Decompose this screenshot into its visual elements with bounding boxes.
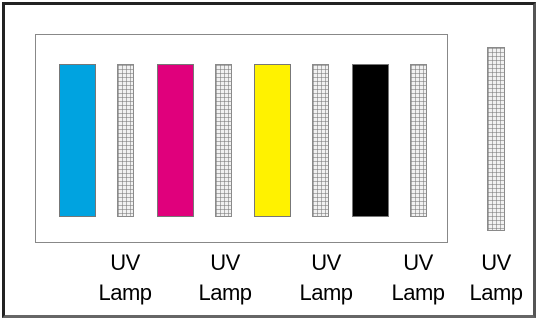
uv-lamp-label-1-line2: Lamp <box>98 280 152 305</box>
black-ink-channel <box>352 64 389 217</box>
uv-lamp-label-2-line1: UV <box>210 250 240 275</box>
uv-lamp-label-4-line1: UV <box>403 250 433 275</box>
uv-lamp-label-1-line1: UV <box>110 250 140 275</box>
uv-lamp-label-3-line1: UV <box>311 250 341 275</box>
cyan-ink-channel <box>59 64 96 217</box>
uv-lamp-label-3: UV Lamp <box>286 248 366 308</box>
uv-lamp-2 <box>215 64 232 217</box>
uv-lamp-label-1: UV Lamp <box>85 248 165 308</box>
uv-lamp-label-4-line2: Lamp <box>391 280 445 305</box>
uv-lamp-3 <box>312 64 329 217</box>
uv-lamp-label-2-line2: Lamp <box>198 280 252 305</box>
magenta-ink-channel <box>157 64 194 217</box>
diagram-frame <box>2 2 536 318</box>
uv-lamp-label-5-line1: UV <box>481 250 511 275</box>
uv-lamp-5 <box>487 47 505 231</box>
uv-lamp-4 <box>410 64 427 217</box>
yellow-ink-channel <box>254 64 291 217</box>
uv-lamp-label-5: UV Lamp <box>456 248 536 308</box>
uv-lamp-label-2: UV Lamp <box>185 248 265 308</box>
uv-lamp-label-4: UV Lamp <box>378 248 458 308</box>
uv-lamp-label-3-line2: Lamp <box>299 280 353 305</box>
printhead-carriage-box <box>35 34 448 243</box>
uv-lamp-1 <box>117 64 134 217</box>
uv-lamp-label-5-line2: Lamp <box>469 280 523 305</box>
